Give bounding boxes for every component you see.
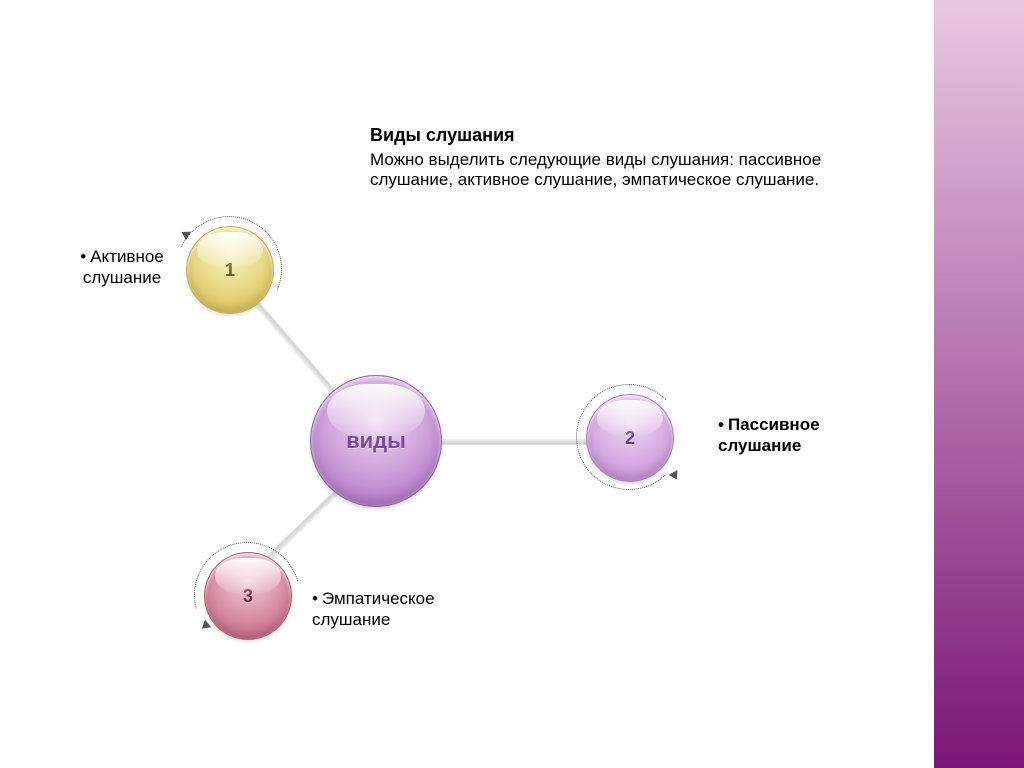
node-label-text: Эмпатическое слушание <box>312 589 435 629</box>
node-label-1: •Активное слушание <box>52 246 192 289</box>
title-heading: Виды слушания <box>370 125 840 146</box>
node-3: 3 <box>204 552 290 638</box>
center-label: виды <box>346 428 406 454</box>
node-orb: 1 <box>186 226 274 314</box>
ring-arrow-icon <box>669 470 682 482</box>
bullet-icon: • <box>80 246 86 267</box>
title-body: Можно выделить следующие виды слушания: … <box>370 150 840 190</box>
title-block: Виды слушания Можно выделить следующие в… <box>370 125 840 190</box>
node-1: 1 <box>186 226 272 312</box>
node-number: 2 <box>625 428 635 449</box>
node-number: 3 <box>243 586 253 607</box>
node-number: 1 <box>225 260 235 281</box>
node-2: 2 <box>586 394 672 480</box>
node-orb: 3 <box>204 552 292 640</box>
center-orb: виды <box>310 375 442 507</box>
node-orb: 2 <box>586 394 674 482</box>
node-label-text: Пассивное слушание <box>718 415 820 455</box>
slide-stage: Виды слушания Можно выделить следующие в… <box>0 0 1024 768</box>
node-label-text: Активное слушание <box>83 247 164 287</box>
bullet-icon: • <box>312 588 318 609</box>
node-label-3: •Эмпатическое слушание <box>312 588 512 631</box>
node-label-2: •Пассивное слушание <box>718 414 878 457</box>
center-node: виды <box>310 375 440 505</box>
side-gradient-bar <box>934 0 1024 768</box>
connector-rod <box>430 438 596 444</box>
bullet-icon: • <box>718 414 724 435</box>
